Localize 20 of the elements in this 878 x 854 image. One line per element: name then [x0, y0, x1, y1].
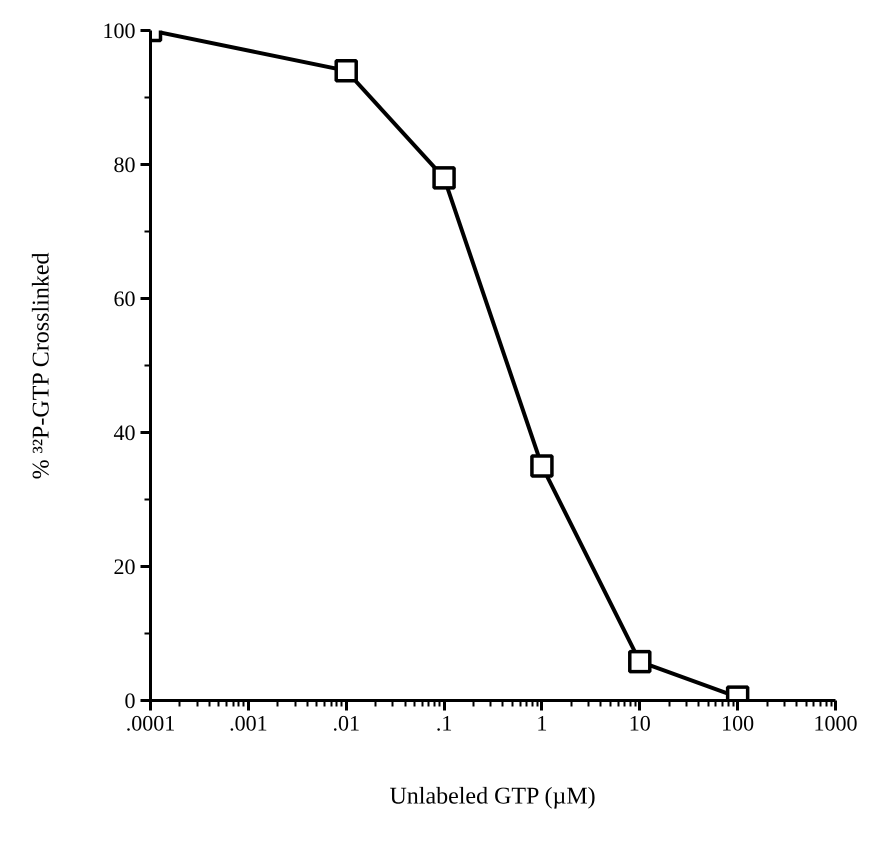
point — [334, 58, 358, 82]
x-tick-label: .001 — [229, 710, 268, 736]
x-axis-title: Unlabeled GTP (µM) — [389, 784, 596, 810]
point — [530, 454, 554, 478]
x-tick-label: 10 — [628, 710, 651, 736]
y-tick-label: 60 — [114, 286, 136, 311]
y-axis-title: % ³²P-GTP Crosslinked — [28, 252, 54, 480]
x-tick-label: 1000 — [814, 710, 858, 736]
y-tick-label: 80 — [114, 152, 136, 177]
x-tick-label: .1 — [436, 710, 452, 736]
point — [432, 166, 456, 190]
y-tick-label: 20 — [114, 554, 136, 579]
x-tick-label: .01 — [332, 710, 360, 736]
y-tick-label: 40 — [114, 420, 136, 445]
point — [628, 650, 652, 674]
y-tick-label: 100 — [102, 18, 136, 43]
x-tick-label: 1 — [536, 710, 548, 736]
x-tick-label: .0001 — [126, 710, 176, 736]
x-tick-label: 100 — [721, 710, 754, 736]
y-tick-label: 0 — [124, 688, 136, 713]
